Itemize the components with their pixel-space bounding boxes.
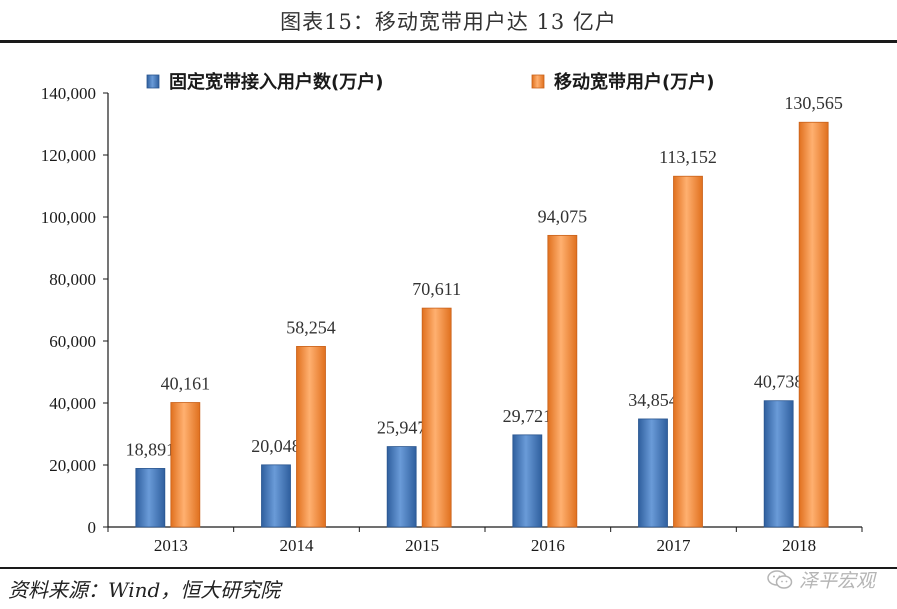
data-label: 130,565 — [784, 93, 843, 113]
mobile-broadband-bar — [798, 121, 829, 528]
fixed-broadband-bar — [638, 418, 668, 528]
x-tick-label: 2014 — [280, 536, 315, 555]
x-tick-label: 2013 — [154, 536, 188, 555]
watermark: 泽平宏观 — [767, 566, 875, 593]
legend-label: 移动宽带用户(万户) — [554, 71, 714, 93]
wechat-icon — [767, 569, 793, 589]
data-label: 34,854 — [628, 390, 678, 410]
y-tick-label: 40,000 — [49, 394, 96, 413]
legend-swatch — [531, 74, 545, 89]
x-tick-label: 2017 — [657, 536, 692, 555]
source-note: 资料来源：Wind，恒大研究院 — [8, 578, 281, 602]
title-divider — [0, 40, 897, 43]
fixed-broadband-bar — [512, 434, 543, 528]
data-label: 94,075 — [538, 206, 588, 226]
mobile-broadband-bar — [421, 307, 452, 528]
y-tick-label: 60,000 — [49, 332, 96, 351]
x-tick-label: 2018 — [782, 536, 816, 555]
data-label: 20,048 — [251, 436, 301, 456]
legend-label: 固定宽带接入用户数(万户) — [169, 71, 383, 93]
mobile-broadband-bar — [673, 175, 703, 528]
y-tick-label: 20,000 — [49, 456, 96, 475]
data-label: 25,947 — [377, 418, 427, 438]
y-tick-label: 100,000 — [41, 208, 96, 227]
y-tick-label: 120,000 — [41, 146, 96, 165]
data-label: 113,152 — [659, 147, 717, 167]
data-label: 18,891 — [126, 439, 176, 459]
bar-chart: 0 20,000 40,000 60,000 80,000 100,000 120,000 1… — [41, 71, 863, 555]
page-title: 图表15：移动宽带用户达 13 亿户 — [280, 10, 617, 34]
fixed-broadband-bar — [386, 446, 417, 528]
data-label: 70,611 — [412, 279, 461, 299]
data-label: 40,738 — [754, 372, 804, 392]
fixed-broadband-bar — [261, 464, 291, 528]
fixed-broadband-bar — [763, 400, 794, 528]
data-label: 40,161 — [161, 374, 211, 394]
fixed-broadband-bar — [135, 468, 166, 528]
y-tick-label: 0 — [88, 518, 97, 537]
data-label: 29,721 — [503, 406, 553, 426]
y-tick-label: 80,000 — [49, 270, 96, 289]
legend-swatch — [146, 74, 160, 89]
data-label: 58,254 — [286, 317, 336, 337]
mobile-broadband-bar — [296, 346, 326, 528]
footer-divider — [0, 567, 897, 569]
x-tick-label: 2015 — [405, 536, 439, 555]
y-tick-label: 140,000 — [41, 84, 96, 103]
x-tick-label: 2016 — [531, 536, 565, 555]
mobile-broadband-bar — [170, 402, 201, 528]
watermark-text: 泽平宏观 — [798, 570, 875, 592]
mobile-broadband-bar — [547, 234, 578, 528]
